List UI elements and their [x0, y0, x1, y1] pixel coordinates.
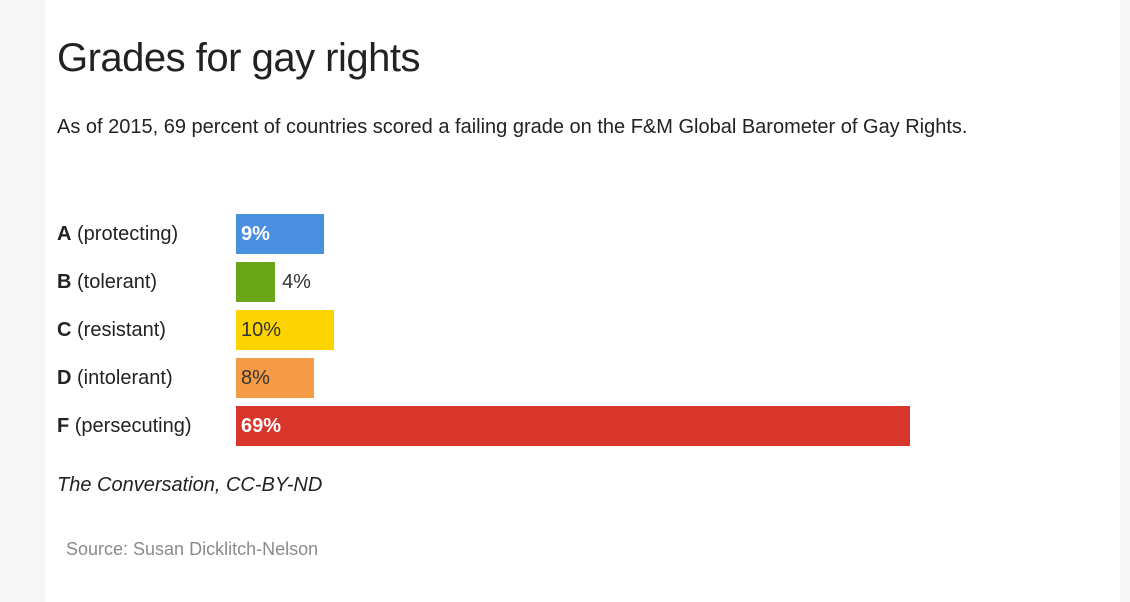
category-label: D (intolerant) [57, 367, 173, 389]
bar [236, 214, 324, 254]
category-label: A (protecting) [57, 223, 179, 245]
bar [236, 358, 315, 398]
bar [236, 406, 910, 446]
value-label: 69% [241, 415, 282, 437]
bar-chart: A (protecting) 9% B (tolerant) 4% C (resista… [45, 0, 1120, 602]
category-label: F (persecuting) [57, 415, 192, 437]
credit-note: The Conversation, CC-BY-ND [57, 474, 323, 496]
chart-title: Grades for gay rights [57, 36, 421, 80]
source-note: Source: Susan Dicklitch-Nelson [66, 539, 319, 559]
chart-panel: Grades for gay rights As of 2015, 69 per… [45, 0, 1120, 602]
value-label: 9% [241, 223, 270, 245]
chart-subtitle: As of 2015, 69 percent of countries scor… [57, 116, 968, 138]
value-label: 8% [241, 367, 270, 389]
bar [236, 262, 276, 302]
category-label: C (resistant) [57, 319, 166, 341]
value-label: 10% [241, 319, 282, 341]
category-label: B (tolerant) [57, 271, 158, 293]
bar [236, 310, 334, 350]
value-label: 4% [282, 271, 311, 293]
